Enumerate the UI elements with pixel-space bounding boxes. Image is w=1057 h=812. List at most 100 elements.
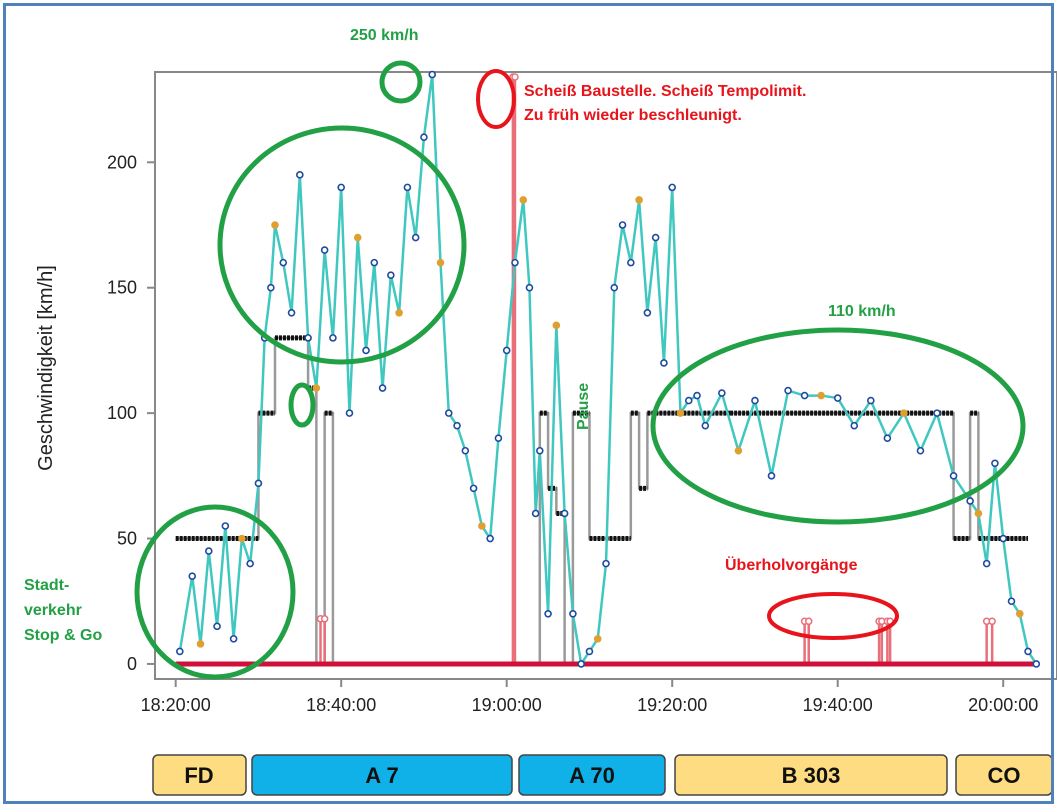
speed-point — [569, 609, 577, 618]
speed-point — [660, 359, 668, 367]
speed-point — [635, 196, 643, 204]
speed-point — [531, 509, 540, 518]
speed-point — [436, 258, 445, 267]
speed-point — [610, 283, 619, 292]
speed-point — [453, 421, 461, 430]
speed-point — [751, 396, 759, 405]
speed-point — [577, 660, 585, 668]
speed-point — [999, 534, 1008, 543]
speed-point — [684, 396, 693, 405]
speed-point — [949, 472, 958, 480]
speed-point — [486, 534, 494, 543]
x-tick-label: 20:00:00 — [968, 695, 1038, 715]
annotation-110: 110 km/h — [828, 303, 896, 320]
speed-point — [883, 434, 892, 443]
annotation-circle-110 — [650, 327, 1026, 525]
speed-point — [304, 334, 312, 342]
road-segment-fd — [152, 754, 247, 796]
speed-point — [668, 183, 677, 192]
y-axis: 0 50 100 150 200 — [107, 152, 155, 674]
plot-area — [154, 71, 1057, 680]
speed-point — [444, 409, 453, 417]
road-segment-a7-label: A 7 — [365, 763, 398, 788]
speed-point — [188, 572, 197, 580]
road-segment-a7 — [251, 754, 513, 796]
speed-point — [867, 396, 875, 405]
annotation-circle-baustelle — [476, 69, 516, 129]
y-tick-label: 0 — [127, 654, 137, 674]
speed-point — [353, 233, 362, 242]
road-segment-a70 — [518, 754, 666, 796]
speed-line — [178, 74, 1038, 668]
overtake-series — [175, 73, 1037, 667]
annotation-baustelle-1: Scheiß Baustelle. Scheiß Tempolimit. — [524, 83, 806, 100]
annotation-baustelle-2: Zu früh wieder beschleunigt. — [524, 107, 742, 124]
speed-point — [676, 409, 685, 417]
annotation-circle-autobahn — [217, 125, 467, 365]
x-tick-label: 18:40:00 — [306, 695, 376, 715]
speed-point — [974, 509, 983, 518]
speed-point — [329, 334, 337, 342]
y-tick-label: 150 — [107, 278, 137, 298]
road-segment-a70-label: A 70 — [569, 763, 615, 788]
speed-point — [519, 196, 528, 204]
speed-point — [362, 346, 370, 355]
overtake-point — [320, 615, 329, 623]
speed-point — [817, 391, 825, 400]
speed-point — [196, 640, 205, 648]
speed-point — [916, 446, 925, 455]
speed-point — [535, 446, 544, 455]
speed-point — [387, 271, 395, 279]
speed-point — [850, 421, 859, 430]
annotation-pause: Pause — [575, 383, 592, 430]
speed-point — [411, 233, 420, 242]
speed-point — [312, 384, 321, 392]
x-axis: 18:20:00 18:40:00 19:00:00 19:20:00 19:40:00… — [141, 679, 1038, 715]
speed-point — [395, 308, 403, 317]
speed-point — [552, 321, 561, 330]
speed-point — [1024, 647, 1032, 656]
speed-point — [229, 635, 238, 643]
annotation-stadt-3: Stop & Go — [24, 627, 102, 644]
speed-point — [734, 446, 743, 455]
speed-point — [767, 472, 776, 480]
speed-point — [560, 509, 569, 518]
speed-point — [478, 522, 486, 530]
speed-point — [585, 647, 594, 656]
speed-point — [204, 547, 213, 555]
annotation-stadt-1: Stadt- — [24, 577, 69, 594]
speed-point — [420, 133, 428, 142]
speed-point — [693, 391, 701, 400]
speed-point — [428, 70, 437, 79]
speed-series — [176, 70, 1041, 668]
speed-point — [544, 609, 552, 618]
speed-point — [900, 409, 908, 417]
annotation-circle-stadt — [134, 504, 296, 680]
overtake-point — [511, 73, 519, 81]
speed-point — [287, 308, 296, 317]
annotation-250: 250 km/h — [350, 27, 418, 44]
speed-point — [525, 283, 534, 292]
speed-point — [833, 394, 842, 402]
speed-point — [1032, 660, 1041, 668]
speed-point — [176, 647, 184, 656]
speed-point — [403, 183, 412, 192]
annotation-circle-100 — [288, 382, 316, 428]
road-segment-bar: FD A 7 A 70 B 303 CO — [152, 754, 1053, 796]
road-segment-b303-label: B 303 — [782, 763, 841, 788]
speed-point — [213, 622, 221, 631]
speed-point — [991, 459, 999, 468]
speed-point — [221, 522, 230, 530]
x-tick-label: 19:20:00 — [637, 695, 707, 715]
speed-point — [933, 409, 941, 417]
x-tick-label: 19:00:00 — [472, 695, 542, 715]
speed-point — [618, 221, 627, 229]
speed-point — [800, 391, 809, 400]
speed-point — [267, 283, 275, 292]
x-tick-label: 19:40:00 — [803, 695, 873, 715]
annotation-ueberholvorgaenge: Überholvorgänge — [725, 555, 858, 574]
speed-point — [271, 221, 279, 229]
overtake-point — [804, 617, 813, 626]
speed-point — [784, 386, 792, 395]
